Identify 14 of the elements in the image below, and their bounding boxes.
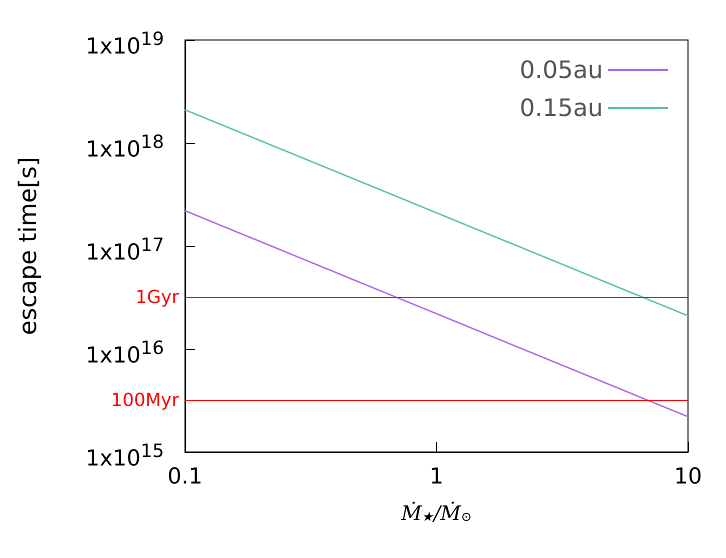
x-tick-label: 1 xyxy=(430,464,444,490)
x-axis-title: Ṁ★/Ṁ⊙ xyxy=(400,501,472,525)
y-axis-title: escape time[s] xyxy=(14,156,42,336)
y-tick-label: 1x10$^{15}$ xyxy=(86,440,164,472)
y-tick-label: 1x10$^{19}$ xyxy=(86,28,164,60)
y-tick-label: 1x10$^{16}$ xyxy=(86,337,164,368)
ref-line-label: 100Myr xyxy=(111,390,180,412)
legend-label: 0.15au xyxy=(520,94,603,122)
ref-line-label: 1Gyr xyxy=(136,287,180,308)
x-tick-label: 10 xyxy=(674,464,702,490)
x-tick-label: 0.1 xyxy=(168,464,202,490)
legend-label: 0.05au xyxy=(520,56,603,84)
y-tick-label: 1x10$^{17}$ xyxy=(86,234,164,266)
y-tick-label: 1x10$^{18}$ xyxy=(86,131,164,162)
